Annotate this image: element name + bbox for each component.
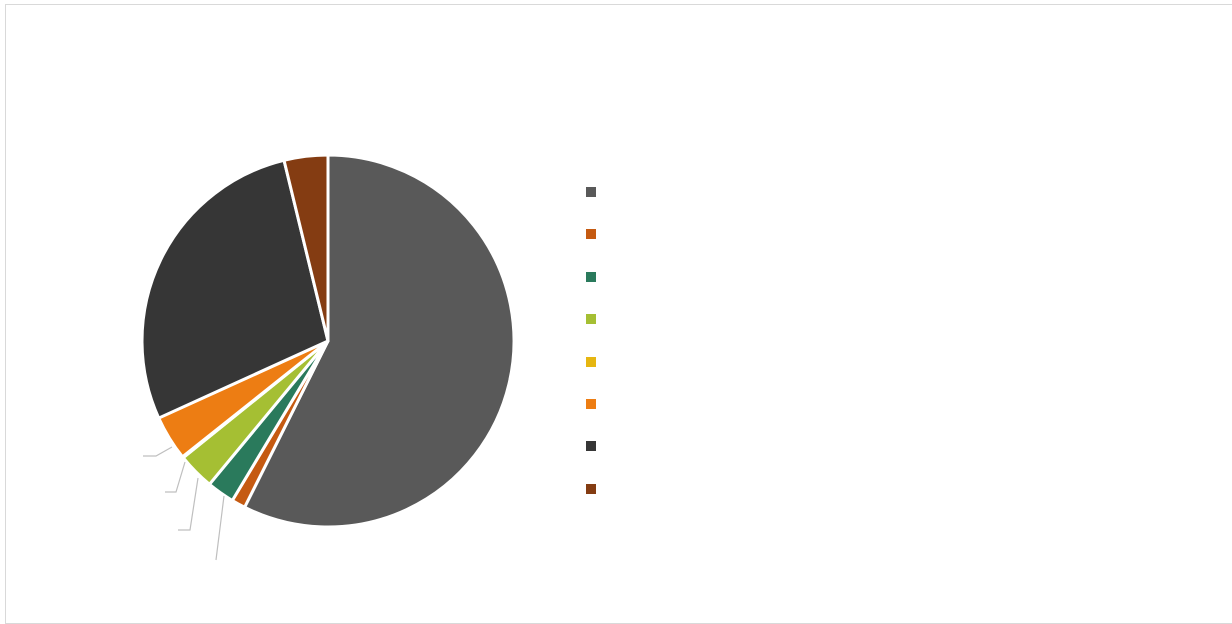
pie-slice	[282, 153, 330, 343]
leader-line	[215, 495, 225, 561]
legend-swatch	[586, 187, 596, 197]
legend-item	[586, 398, 596, 410]
legend-item	[586, 440, 596, 452]
pie-slices	[140, 153, 516, 529]
legend-item	[586, 228, 596, 240]
leader-lines	[143, 446, 225, 561]
pie-chart	[140, 153, 516, 561]
legend-swatch	[586, 356, 596, 367]
legend-swatch	[586, 229, 596, 240]
legend-swatch	[586, 483, 596, 494]
legend-swatch	[586, 441, 596, 452]
legend-item	[586, 356, 596, 368]
legend-swatch	[586, 271, 596, 282]
legend-item	[586, 313, 596, 325]
legend-swatch	[586, 399, 596, 409]
legend-swatch	[586, 314, 596, 325]
leader-line	[143, 446, 173, 457]
legend-item	[586, 186, 596, 198]
leader-line	[165, 461, 186, 493]
pie-slice	[140, 158, 330, 420]
pie-slice	[243, 153, 516, 529]
legend-item	[586, 271, 596, 283]
legend-item	[586, 483, 596, 495]
leader-line	[178, 477, 199, 531]
